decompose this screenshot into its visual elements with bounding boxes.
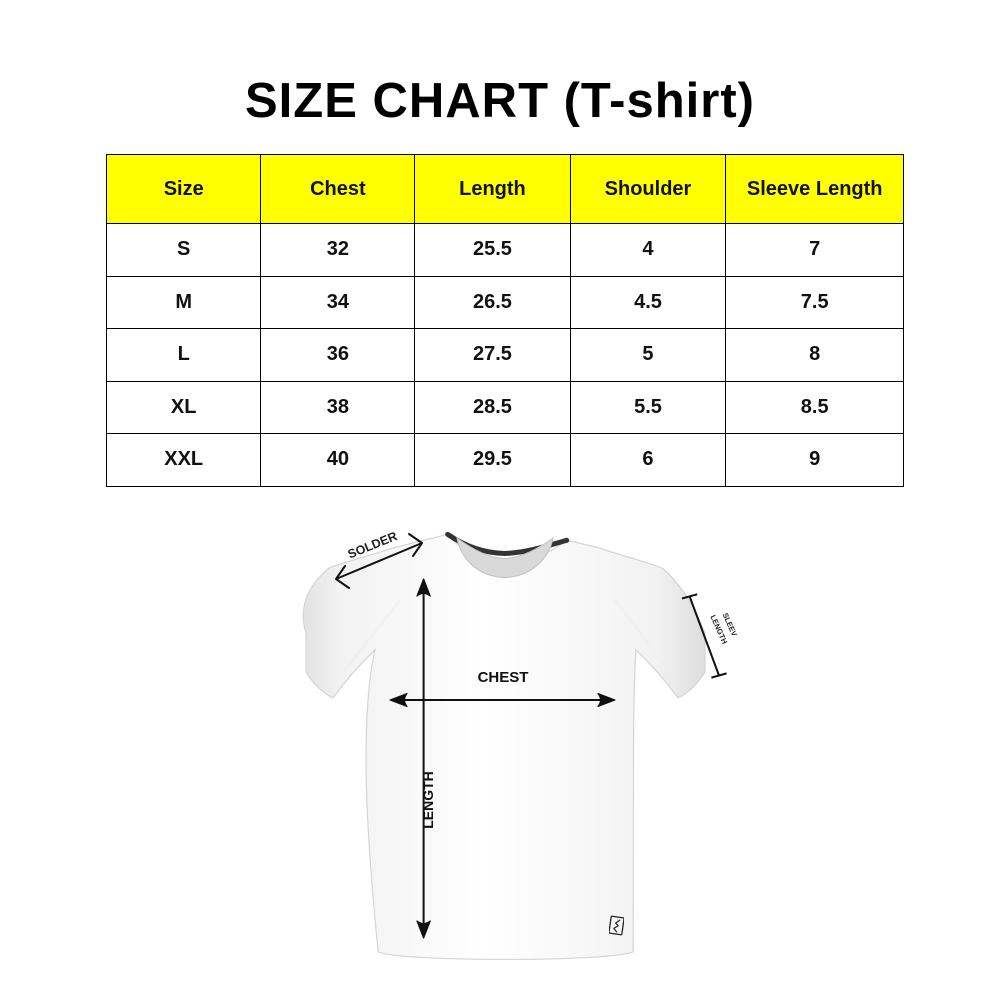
svg-text:CHEST: CHEST <box>478 669 529 686</box>
svg-text:LENGTH: LENGTH <box>420 771 436 829</box>
